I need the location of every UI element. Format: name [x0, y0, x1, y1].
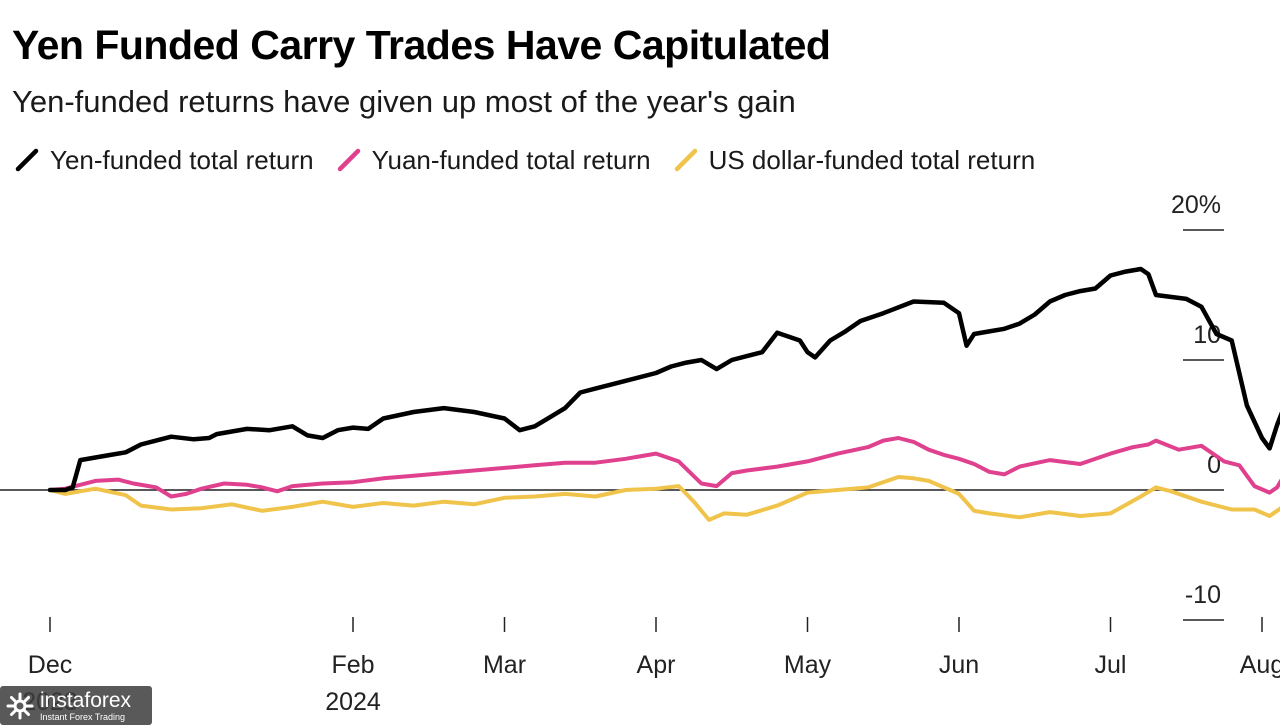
chart-title: Yen Funded Carry Trades Have Capitulated [12, 22, 831, 68]
series-line-usd [48, 475, 1280, 522]
x-tick-label: Mar [483, 651, 526, 679]
instaforex-logo-icon [6, 692, 34, 719]
legend-item-usd: US dollar-funded total return [673, 144, 1036, 176]
x-tick-label: Feb [331, 651, 374, 679]
x-tick-label: Aug [1240, 651, 1280, 679]
x-tick-label: Dec [28, 651, 72, 679]
watermark-brand: instaforex [40, 688, 132, 712]
y-tick-label: 20% [1171, 191, 1221, 219]
legend-label-usd: US dollar-funded total return [708, 144, 1036, 175]
y-tick-label: -10 [1185, 581, 1221, 609]
legend-label-yuan: Yuan-funded total return [371, 144, 651, 175]
legend-swatch-yuan [337, 148, 360, 172]
x-tick-sublabel: 2024 [325, 688, 381, 716]
legend-swatch-usd [674, 148, 697, 172]
series-line-yuan [48, 436, 1280, 499]
x-tick-label: Jun [939, 651, 979, 679]
legend: Yen-funded total return Yuan-funded tota… [14, 140, 1057, 180]
watermark: instaforex Instant Forex Trading [0, 686, 152, 725]
legend-item-yuan: Yuan-funded total return [336, 145, 651, 176]
x-tick-label: May [784, 651, 832, 679]
x-tick-label: Apr [637, 651, 676, 679]
x-tick-label: Jul [1095, 651, 1127, 679]
legend-item-yen: Yen-funded total return [14, 145, 314, 176]
series-line-yen [47, 266, 1280, 493]
legend-swatch-yen [15, 148, 39, 172]
legend-label-yen: Yen-funded total return [50, 144, 314, 175]
chart-subtitle: Yen-funded returns have given up most of… [12, 84, 796, 119]
watermark-tagline: Instant Forex Trading [40, 711, 126, 722]
